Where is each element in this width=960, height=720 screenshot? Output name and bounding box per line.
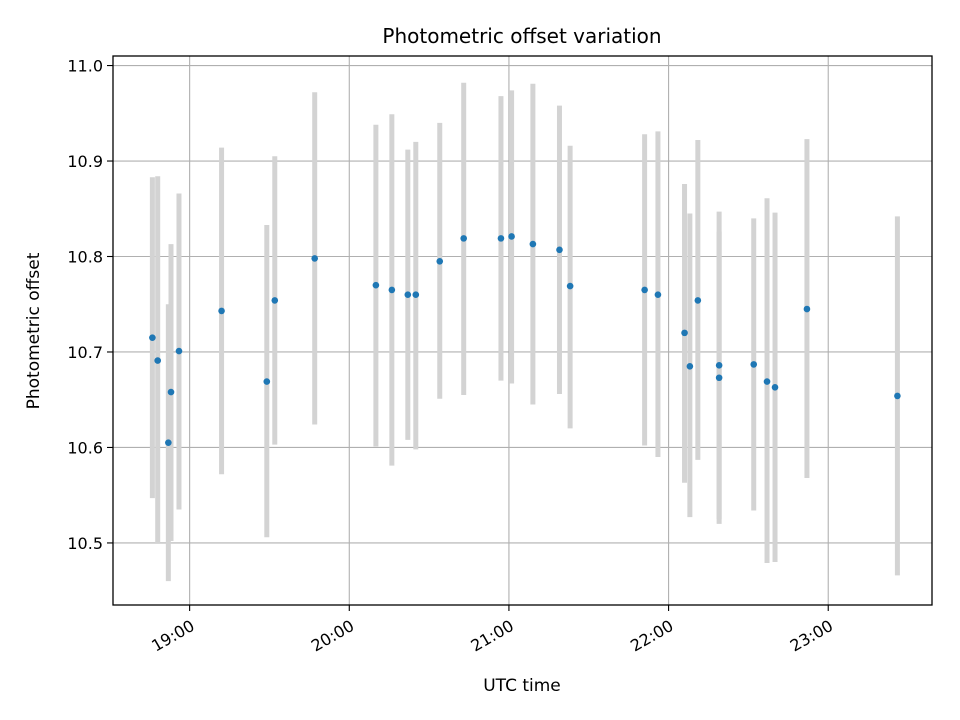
- data-point: [271, 297, 279, 304]
- data-point: [175, 347, 183, 355]
- data-point: [763, 378, 771, 385]
- data-point: [715, 362, 723, 369]
- y-tick-label: 10.8: [67, 248, 103, 267]
- data-point: [165, 439, 172, 446]
- data-point: [508, 233, 515, 240]
- data-point: [529, 240, 537, 248]
- x-tick-label: 19:00: [148, 616, 197, 656]
- plot-frame: [112, 55, 933, 606]
- y-tick-label: 10.9: [67, 152, 103, 171]
- data-point: [218, 307, 225, 315]
- data-point: [412, 291, 420, 298]
- y-tick-label: 10.7: [67, 343, 103, 362]
- x-axis-label: UTC time: [483, 676, 561, 696]
- data-point: [681, 329, 688, 337]
- y-axis-label: Photometric offset: [24, 252, 44, 409]
- y-tick-label: 10.6: [67, 438, 103, 457]
- y-tick-label: 11.0: [67, 57, 103, 76]
- data-point: [803, 305, 811, 313]
- data-point: [641, 286, 648, 294]
- data-point: [311, 255, 318, 262]
- data-point: [894, 392, 901, 400]
- data-point: [372, 281, 380, 289]
- data-point: [654, 291, 662, 298]
- x-tick-label: 23:00: [787, 616, 836, 656]
- x-axis-ticks: 19:00 20:00 21:00 22:00 23:00: [148, 605, 836, 656]
- data-point: [715, 374, 723, 382]
- data-point: [771, 384, 779, 391]
- data-point: [154, 357, 162, 364]
- data-point: [263, 378, 271, 385]
- data-point: [556, 246, 563, 254]
- x-tick-label: 22:00: [627, 616, 676, 656]
- x-tick-label: 21:00: [467, 616, 516, 656]
- data-points: [149, 233, 901, 446]
- data-point: [566, 282, 574, 290]
- data-point: [694, 297, 702, 304]
- y-axis-ticks: 10.5 10.6 10.7 10.8 10.9 11.0: [67, 57, 113, 553]
- data-point: [497, 235, 505, 242]
- data-point: [167, 388, 175, 396]
- data-point: [404, 291, 412, 298]
- data-point: [149, 334, 156, 341]
- data-point: [686, 363, 694, 370]
- y-tick-label: 10.5: [67, 534, 103, 553]
- data-point: [750, 361, 758, 368]
- error-bars: [149, 82, 900, 582]
- data-point: [460, 235, 467, 242]
- data-point: [436, 257, 444, 265]
- chart-title: Photometric offset variation: [382, 24, 661, 48]
- grid: [113, 56, 932, 605]
- x-tick-label: 20:00: [308, 616, 357, 656]
- data-point: [388, 286, 396, 294]
